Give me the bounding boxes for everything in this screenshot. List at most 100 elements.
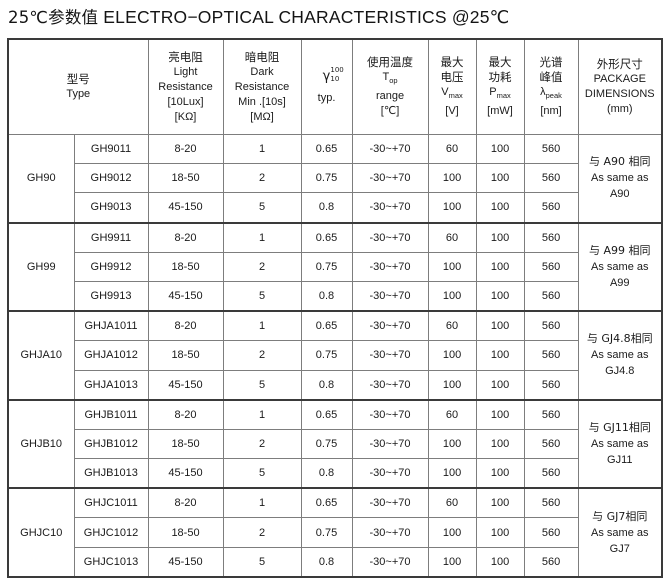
cell-light-resistance: 45-150 [147, 192, 224, 224]
gamma-superscript: 100 [330, 65, 344, 74]
cell-gamma: 0.8 [300, 546, 353, 578]
cell-type: GH9913 [73, 280, 149, 312]
vmax-sym-sub: max [448, 91, 463, 101]
table-row: GH9012 18-50 2 0.75 -30~+70 100 100 560 [8, 163, 662, 194]
cell-dark-resistance: 2 [222, 428, 302, 460]
cell-light-resistance: 45-150 [147, 546, 224, 578]
header-dark-en1: Dark [250, 65, 274, 78]
cell-operating-temp: -30~+70 [351, 221, 429, 253]
cell-type: GH9013 [73, 192, 149, 224]
lambda-sym-sub: peak [545, 91, 562, 101]
table-row: GH9913 45-150 5 0.8 -30~+70 100 100 560 [8, 280, 662, 312]
cell-operating-temp: -30~+70 [351, 398, 429, 430]
cell-light-resistance: 18-50 [147, 163, 224, 194]
cell-lambda-peak: 560 [523, 251, 579, 282]
cell-light-resistance: 45-150 [147, 458, 224, 489]
cell-vmax: 60 [427, 487, 477, 519]
header-dark-cond: Min .[10s] [238, 95, 286, 108]
header-pmax-cn2: 功耗 [488, 70, 512, 85]
header-temp-cn: 使用温度 [367, 55, 414, 70]
cell-operating-temp: -30~+70 [351, 163, 429, 194]
cell-pmax: 100 [475, 398, 525, 430]
header-vmax-symbol: Vmax [429, 85, 476, 103]
datasheet-page: 25℃参数值 ELECTRO−OPTICAL CHARACTERISTICS @… [7, 7, 664, 578]
cell-type: GHJB1013 [73, 458, 149, 489]
pmax-sym-sub: max [496, 91, 511, 101]
cell-lambda-peak: 560 [523, 428, 579, 460]
table-row: GHJA1012 18-50 2 0.75 -30~+70 100 100 560 [8, 340, 662, 371]
dimensions-ref: GJ7 [609, 542, 630, 555]
table-row: GHJB1012 18-50 2 0.75 -30~+70 100 100 560 [8, 428, 662, 460]
header-pmax-symbol: Pmax [477, 85, 524, 103]
cell-lambda-peak: 560 [523, 546, 579, 578]
cell-gamma: 0.75 [300, 251, 353, 282]
cell-dark-resistance: 5 [222, 369, 302, 401]
package-dimensions-cell: 与 A90 相同 As same as A90 [577, 134, 663, 224]
cell-dark-resistance: 2 [222, 340, 302, 371]
cell-type: GH9011 [73, 134, 149, 165]
cell-type: GHJC1013 [73, 546, 149, 578]
cell-pmax: 100 [475, 428, 525, 460]
cell-vmax: 100 [427, 163, 477, 194]
cell-operating-temp: -30~+70 [351, 369, 429, 401]
dimensions-cn: 与 GJ7相同 [592, 509, 648, 523]
cell-dark-resistance: 1 [222, 310, 302, 342]
series-name-cell: GHJC10 [7, 487, 75, 578]
header-lambda-peak: 光谱 峰值 λpeak [nm] [523, 38, 579, 135]
dimensions-ref: A99 [609, 276, 630, 289]
table-row: GH99 GH9911 8-20 1 0.65 -30~+70 60 100 560 与 A99 … [7, 221, 663, 312]
header-pmax-unit: [mW] [487, 104, 513, 117]
header-lambda-cn2: 峰值 [539, 70, 563, 85]
cell-lambda-peak: 560 [523, 398, 579, 430]
cell-dark-resistance: 5 [222, 280, 302, 312]
cell-vmax: 100 [427, 251, 477, 282]
cell-type: GHJB1011 [73, 398, 149, 430]
dimensions-en: As same as [591, 260, 649, 273]
cell-dark-resistance: 1 [222, 398, 302, 430]
cell-type: GHJA1012 [73, 340, 149, 371]
cell-gamma: 0.75 [300, 340, 353, 371]
cell-gamma: 0.8 [300, 369, 353, 401]
header-light-cn: 亮电阻 [168, 49, 203, 64]
header-dark-en2: Resistance [234, 80, 290, 93]
cell-type: GHJC1012 [73, 517, 149, 548]
series-name-cell: GHJA10 [7, 310, 75, 401]
header-type-cn: 型号 [66, 72, 90, 86]
cell-vmax: 100 [427, 340, 477, 371]
header-package-en2: DIMENSIONS [584, 88, 655, 100]
cell-light-resistance: 18-50 [147, 340, 224, 371]
table-row: GH90 GH9011 8-20 1 0.65 -30~+70 60 100 560 与 A90 … [7, 134, 663, 224]
package-dimensions-cell: 与 GJ11相同 As same as GJ11 [577, 398, 663, 489]
cell-operating-temp: -30~+70 [351, 458, 429, 489]
cell-pmax: 100 [475, 310, 525, 342]
cell-vmax: 100 [427, 428, 477, 460]
cell-operating-temp: -30~+70 [351, 310, 429, 342]
cell-vmax: 100 [427, 192, 477, 224]
dimensions-cn: 与 A99 相同 [589, 243, 651, 257]
cell-type: GHJA1011 [73, 310, 149, 342]
cell-type: GHJB1012 [73, 428, 149, 460]
cell-pmax: 100 [475, 134, 525, 165]
header-temp-en: range [375, 89, 405, 102]
table-row: GHJB10 GHJB1011 8-20 1 0.65 -30~+70 60 100 560 与 … [7, 398, 663, 489]
cell-operating-temp: -30~+70 [351, 517, 429, 548]
cell-gamma: 0.75 [300, 517, 353, 548]
cell-operating-temp: -30~+70 [351, 251, 429, 282]
table-row: GHJC10 GHJC1011 8-20 1 0.65 -30~+70 60 100 560 与 … [7, 487, 663, 578]
cell-dark-resistance: 2 [222, 517, 302, 548]
header-temp-symbol: Top [353, 70, 428, 88]
cell-operating-temp: -30~+70 [351, 487, 429, 519]
cell-operating-temp: -30~+70 [351, 428, 429, 460]
cell-light-resistance: 8-20 [147, 310, 224, 342]
temp-sym-sub: op [389, 76, 398, 86]
cell-lambda-peak: 560 [523, 369, 579, 401]
cell-operating-temp: -30~+70 [351, 192, 429, 224]
cell-dark-resistance: 1 [222, 487, 302, 519]
series-name-cell: GHJB10 [7, 398, 75, 489]
cell-gamma: 0.75 [300, 163, 353, 194]
cell-gamma: 0.75 [300, 428, 353, 460]
cell-lambda-peak: 560 [523, 221, 579, 253]
header-gamma: γ 100 10 typ. [300, 38, 353, 135]
header-light-en2: Resistance [158, 80, 213, 93]
cell-vmax: 60 [427, 398, 477, 430]
